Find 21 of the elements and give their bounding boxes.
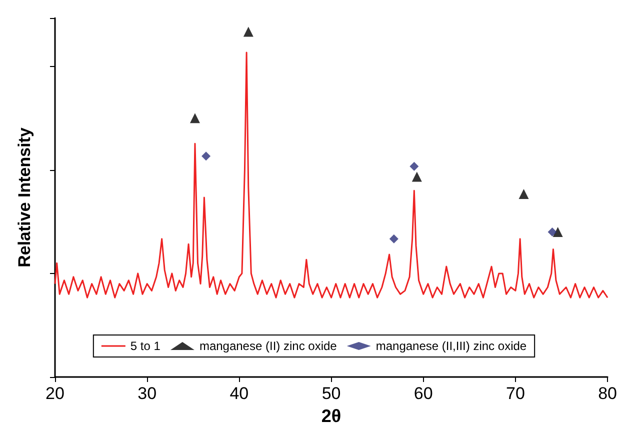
legend-label: manganese (II) zinc oxide [199, 339, 338, 353]
point [548, 228, 557, 237]
legend-label: manganese (II,III) zinc oxide [376, 339, 527, 353]
x-tick-label: 80 [598, 384, 618, 403]
x-tick-label: 30 [138, 384, 157, 403]
point [243, 26, 254, 37]
x-tick-label: 40 [230, 384, 249, 403]
x-tick-label: 50 [322, 384, 341, 403]
point [518, 189, 529, 200]
point [552, 227, 563, 238]
x-tick-label: 70 [506, 384, 525, 403]
point [410, 162, 419, 171]
point [389, 234, 398, 244]
point [412, 172, 422, 182]
x-tick-label: 20 [46, 384, 64, 403]
x-tick-label: 60 [414, 384, 433, 403]
y-axis-title: Relative Intensity [15, 127, 34, 268]
point [202, 152, 211, 161]
point [190, 113, 200, 124]
x-axis-title: 2θ [321, 406, 342, 426]
legend-label: 5 to 1 [130, 339, 161, 353]
